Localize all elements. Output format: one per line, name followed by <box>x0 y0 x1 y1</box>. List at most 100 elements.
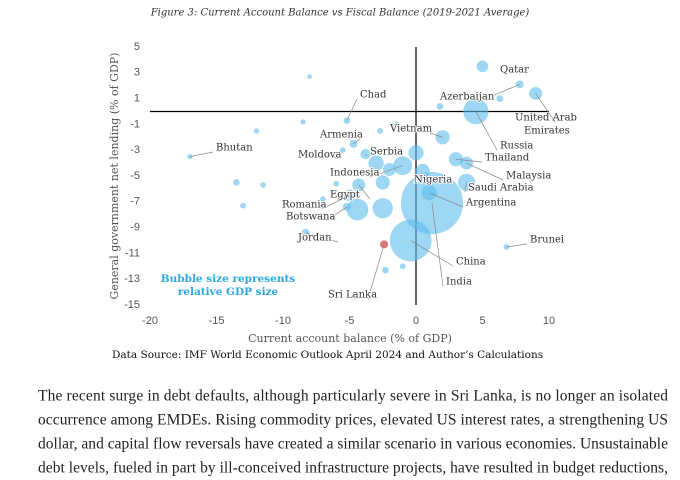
leader-line <box>325 206 348 222</box>
point-label: Romania <box>282 200 327 211</box>
point-label: Qatar <box>500 65 529 76</box>
bubble <box>339 147 346 154</box>
bubble <box>333 180 340 187</box>
leader-line <box>189 151 214 157</box>
bubble <box>399 263 406 270</box>
y-tick-label: -5 <box>130 170 140 182</box>
leader-line <box>535 93 556 123</box>
bubble <box>476 60 489 73</box>
bubble <box>368 155 384 171</box>
leader-line <box>464 182 467 193</box>
point-label: China <box>456 257 486 268</box>
paragraph-line: occurrence among EMDEs. Rising commodity… <box>38 412 668 429</box>
bubble <box>377 127 383 134</box>
bubble <box>253 128 260 134</box>
y-tick-label: -15 <box>124 299 140 311</box>
leader-line <box>431 203 444 287</box>
point-label: Bhutan <box>216 143 253 154</box>
leader-line <box>410 240 454 267</box>
point-label: Emirates <box>524 126 570 137</box>
x-tick-label: -5 <box>345 315 355 327</box>
annotation: Bubble size represents <box>161 273 296 285</box>
leader-line <box>353 138 361 145</box>
paragraph-line: debt levels, fueled in part by ill-conce… <box>38 460 668 477</box>
x-tick-label: -20 <box>142 315 158 327</box>
point-label: Chad <box>360 90 387 101</box>
x-tick-label: -15 <box>209 315 225 327</box>
leader-line <box>305 232 339 243</box>
bubble <box>393 121 399 128</box>
bubble <box>372 198 393 219</box>
leader-line <box>466 162 504 181</box>
point-label: Serbia <box>370 147 403 158</box>
leader-line <box>475 111 498 151</box>
x-tick-label: 0 <box>413 315 419 327</box>
bubble <box>300 119 306 125</box>
bubble <box>400 172 464 235</box>
leader-line <box>346 98 358 121</box>
leader-line <box>358 184 371 200</box>
leader-line <box>429 132 443 138</box>
x-axis-label: Current account balance (% of GDP) <box>248 332 452 345</box>
y-tick-label: -3 <box>130 144 140 156</box>
leader-line <box>367 244 385 300</box>
y-axis-label: General government net lending (% of GDP… <box>108 53 121 300</box>
x-tick-label: 10 <box>543 315 555 327</box>
bubble <box>346 198 369 221</box>
point-label: United Arab <box>515 113 577 124</box>
bubble <box>233 179 240 186</box>
annotation: relative GDP size <box>178 286 279 298</box>
leader-line <box>365 153 368 157</box>
bubble <box>408 145 424 161</box>
leader-line <box>506 243 528 248</box>
leader-line <box>329 153 339 160</box>
y-tick-label: -9 <box>130 222 140 234</box>
leader-line <box>321 195 350 210</box>
bubble <box>448 152 463 167</box>
point-label: Indonesia <box>330 168 380 179</box>
point-label: Moldova <box>298 150 342 161</box>
x-tick-label: -10 <box>275 315 291 327</box>
paragraph-line: dollar, and capital flow reversals have … <box>38 436 668 453</box>
x-tick-label: 5 <box>479 315 485 327</box>
y-tick-label: -13 <box>124 273 140 285</box>
point-label: Armenia <box>319 130 363 141</box>
y-tick-label: -11 <box>125 247 140 259</box>
point-label: Egypt <box>330 190 360 201</box>
point-label: Sri Lanka <box>328 290 377 301</box>
leader-line <box>429 192 464 208</box>
point-label: Thailand <box>485 153 530 164</box>
point-label: Nigeria <box>414 175 452 186</box>
point-label: Malaysia <box>506 171 551 182</box>
data-source: Data Source: IMF World Economic Outlook … <box>112 349 543 361</box>
bubble <box>240 202 246 209</box>
point-label: Jordan <box>297 233 332 244</box>
point-label: Russia <box>500 141 533 152</box>
point-label: Azerbaijan <box>439 92 495 103</box>
point-label: Botswana <box>286 212 335 223</box>
bubble <box>382 163 396 177</box>
leader-line <box>455 158 483 163</box>
bubble <box>496 95 504 103</box>
point-label: Argentina <box>465 198 516 209</box>
leader-line <box>479 84 520 102</box>
y-tick-label: 1 <box>134 93 140 105</box>
y-tick-label: -1 <box>130 118 140 130</box>
bubble <box>260 182 266 188</box>
point-label: Brunei <box>530 235 564 246</box>
point-label: Vietnam <box>389 124 433 135</box>
y-tick-label: 5 <box>134 41 140 53</box>
bubble <box>436 103 444 110</box>
bubble <box>307 74 312 79</box>
figure-title: Figure 3: Current Account Balance vs Fis… <box>150 8 530 19</box>
bubble <box>320 196 326 203</box>
bubble <box>382 266 389 274</box>
paragraph-line: The recent surge in debt defaults, altho… <box>38 388 668 405</box>
y-tick-label: -7 <box>130 196 140 208</box>
point-label: Saudi Arabia <box>468 183 534 194</box>
bubble <box>375 175 390 190</box>
y-tick-label: 3 <box>134 67 140 79</box>
leader-line <box>369 165 403 178</box>
point-label: India <box>446 277 472 288</box>
